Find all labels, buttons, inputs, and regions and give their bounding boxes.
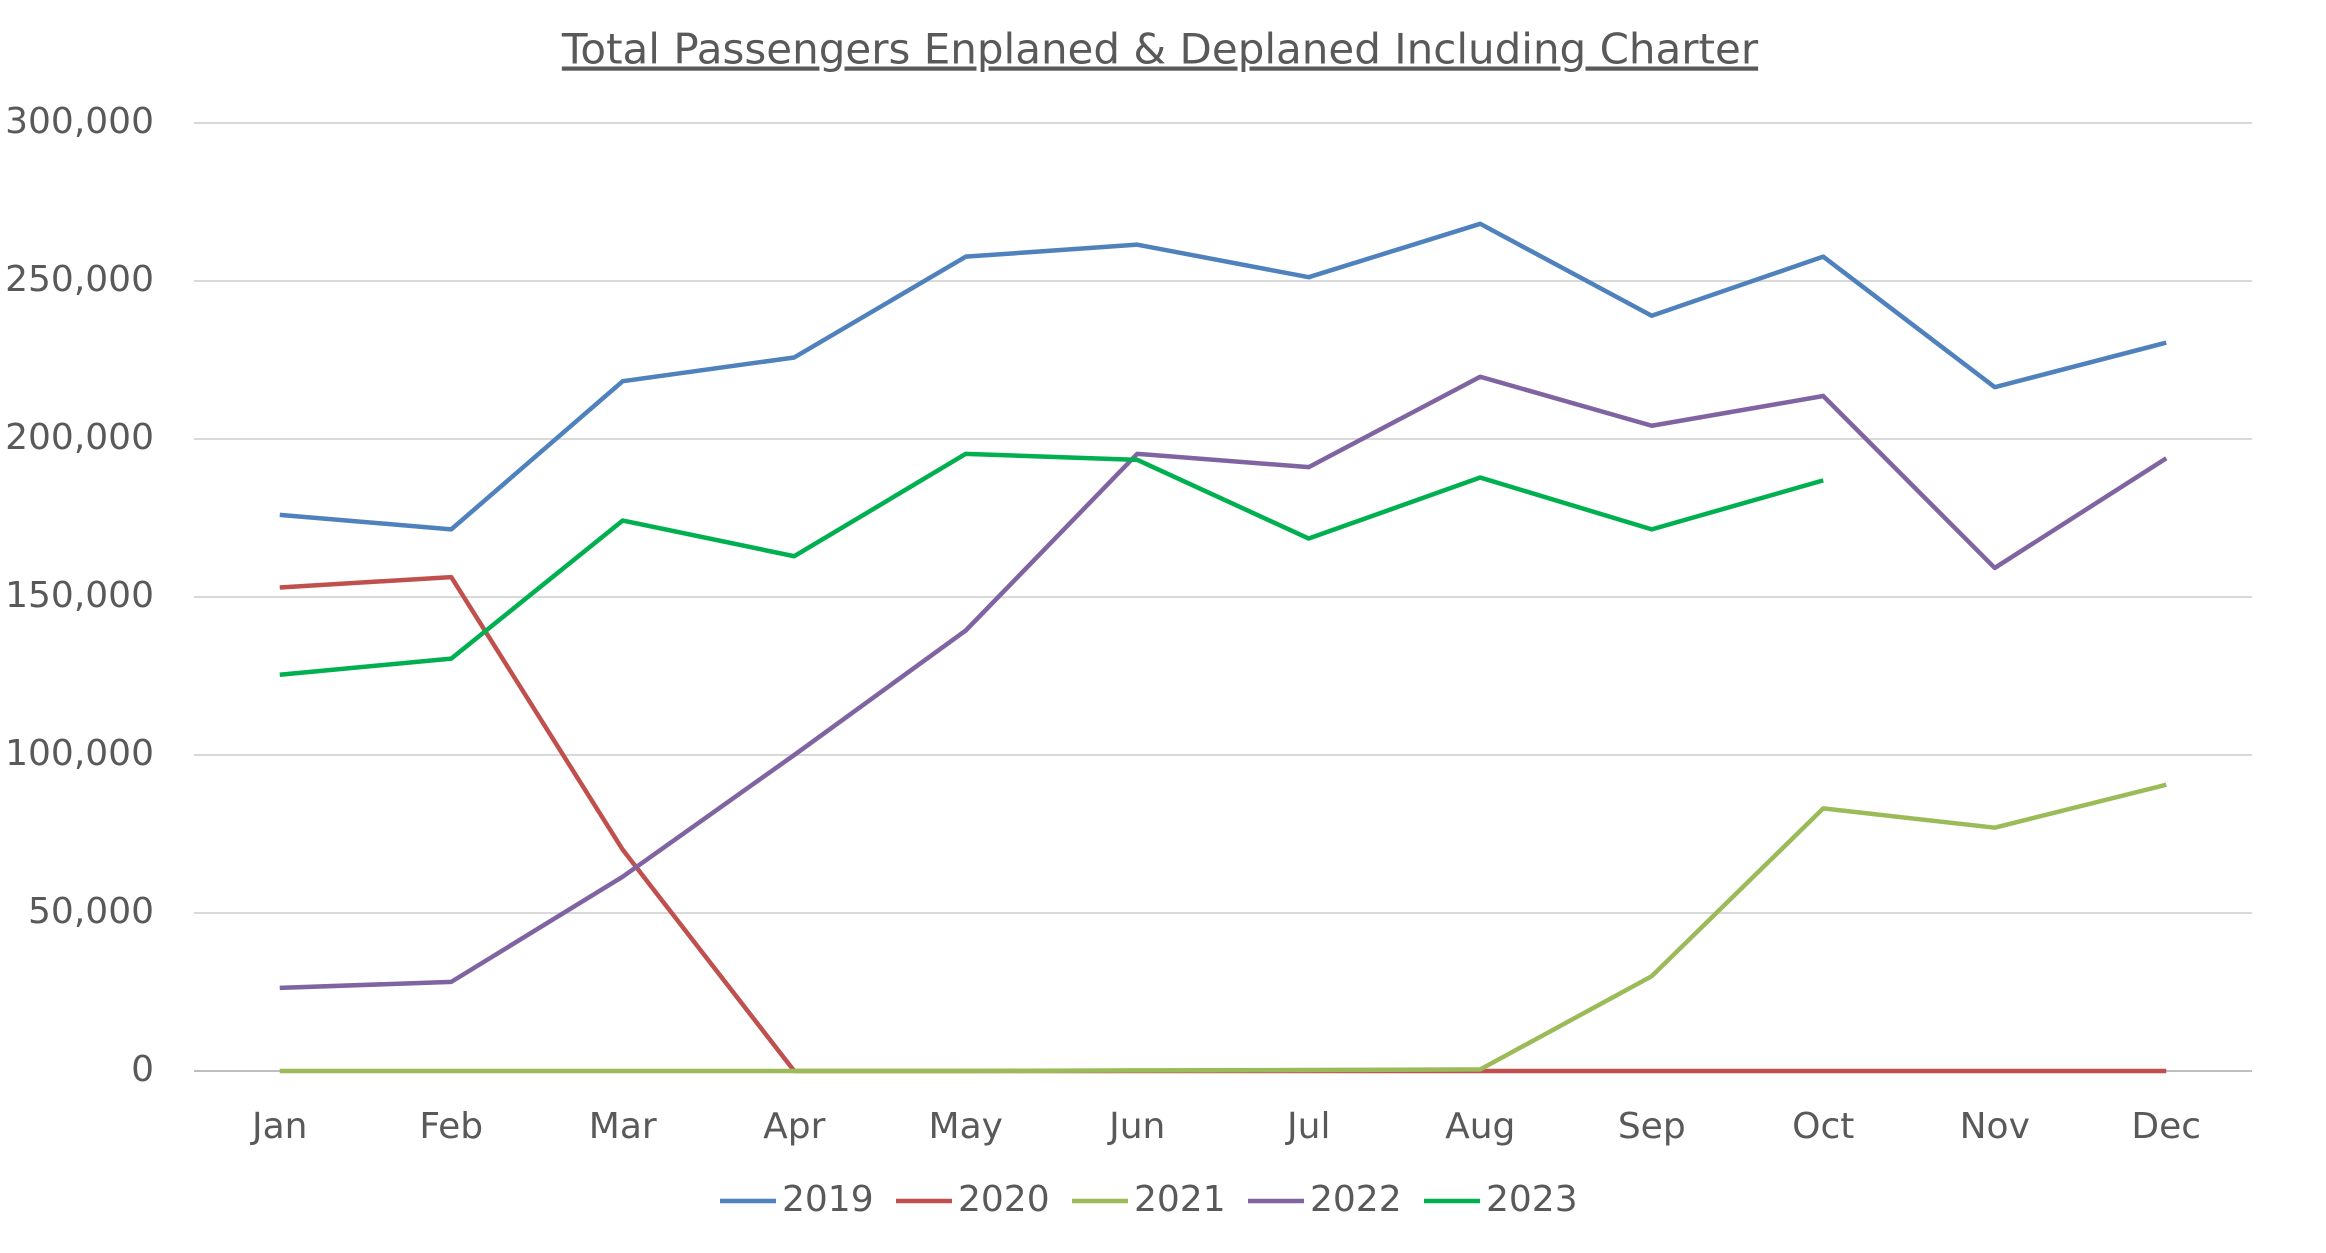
x-tick-label: Aug xyxy=(1445,1106,1515,1147)
y-tick-label: 200,000 xyxy=(5,417,154,458)
x-tick-label: Sep xyxy=(1618,1106,1686,1147)
series-line xyxy=(279,782,2167,1074)
x-tick-label: Jun xyxy=(1107,1106,1165,1147)
x-tick-label: Mar xyxy=(589,1106,657,1147)
series-line xyxy=(279,374,2168,991)
x-tick-label: Jan xyxy=(250,1106,308,1147)
x-tick-label: Nov xyxy=(1960,1106,2030,1147)
chart-title: Total Passengers Enplaned & Deplaned Inc… xyxy=(561,25,1759,74)
legend-label: 2020 xyxy=(958,1179,1050,1220)
x-tick-label: Apr xyxy=(763,1106,825,1147)
legend-label: 2023 xyxy=(1486,1179,1578,1220)
y-tick-label: 250,000 xyxy=(5,259,154,300)
y-tick-label: 150,000 xyxy=(5,575,154,616)
series-line xyxy=(279,221,2167,532)
x-tick-label: Feb xyxy=(419,1106,483,1147)
legend-label: 2021 xyxy=(1134,1179,1226,1220)
y-tick-label: 300,000 xyxy=(5,101,154,142)
x-tick-label: Oct xyxy=(1792,1106,1854,1147)
y-tick-label: 50,000 xyxy=(28,891,154,932)
series-line xyxy=(279,451,1824,677)
x-tick-label: Jul xyxy=(1285,1106,1330,1147)
y-tick-label: 0 xyxy=(131,1049,154,1090)
x-tick-label: Dec xyxy=(2131,1106,2201,1147)
x-tick-label: May xyxy=(929,1106,1003,1147)
legend-label: 2019 xyxy=(782,1179,874,1220)
legend-label: 2022 xyxy=(1310,1179,1402,1220)
y-tick-label: 100,000 xyxy=(5,733,154,774)
